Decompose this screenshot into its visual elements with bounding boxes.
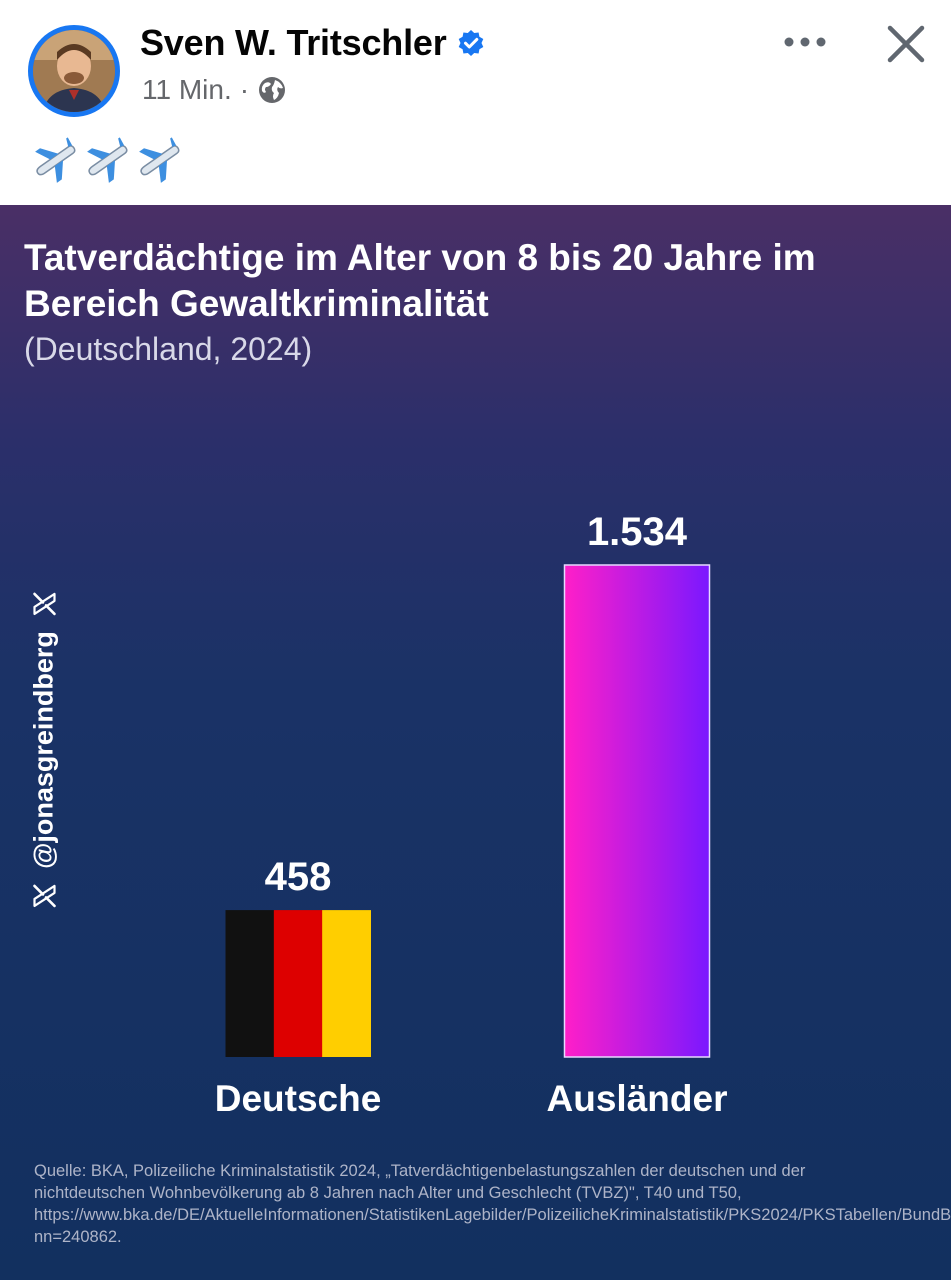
avatar[interactable] <box>28 25 120 117</box>
post-header: Sven W. Tritschler 11 Min. · <box>0 0 951 205</box>
airplane-icon <box>87 137 128 183</box>
source-citation: Quelle: BKA, Polizeiliche Kriminalstatis… <box>34 1162 951 1246</box>
bar-deutsche <box>225 910 371 1057</box>
post-meta: 11 Min. · <box>142 74 287 106</box>
post-time[interactable]: 11 Min. <box>142 74 232 105</box>
flag-stripe <box>322 910 371 1057</box>
data-label: 1.534 <box>587 510 688 554</box>
close-icon[interactable] <box>884 22 928 66</box>
airplane-icon <box>139 137 180 183</box>
more-options-icon[interactable] <box>780 30 830 54</box>
flag-stripe <box>225 910 275 1057</box>
airplane-icon <box>35 137 76 183</box>
data-label: 458 <box>265 855 332 899</box>
chart-title: Tatverdächtige im Alter von 8 bis 20 Jah… <box>24 237 816 324</box>
flag-stripe <box>273 910 323 1057</box>
author-row: Sven W. Tritschler <box>140 22 485 64</box>
meta-separator: · <box>239 74 250 105</box>
globe-icon <box>259 77 286 103</box>
category-label: Deutsche <box>215 1078 382 1119</box>
post-text <box>30 136 184 186</box>
x-logo-icon <box>32 592 56 616</box>
bar-auslander <box>563 564 711 1058</box>
author-name[interactable]: Sven W. Tritschler <box>140 22 447 63</box>
chart-subtitle: (Deutschland, 2024) <box>24 331 313 367</box>
category-label: Ausländer <box>547 1078 728 1119</box>
infographic-image[interactable]: Tatverdächtige im Alter von 8 bis 20 Jah… <box>0 205 951 1280</box>
bar-chart: 458 Deutsche 1.534 Ausländer <box>215 510 728 1119</box>
verified-badge-icon <box>458 30 483 56</box>
watermark: @jonasgreindberg <box>18 555 70 945</box>
x-logo-icon <box>32 884 56 908</box>
avatar-image <box>33 30 115 112</box>
